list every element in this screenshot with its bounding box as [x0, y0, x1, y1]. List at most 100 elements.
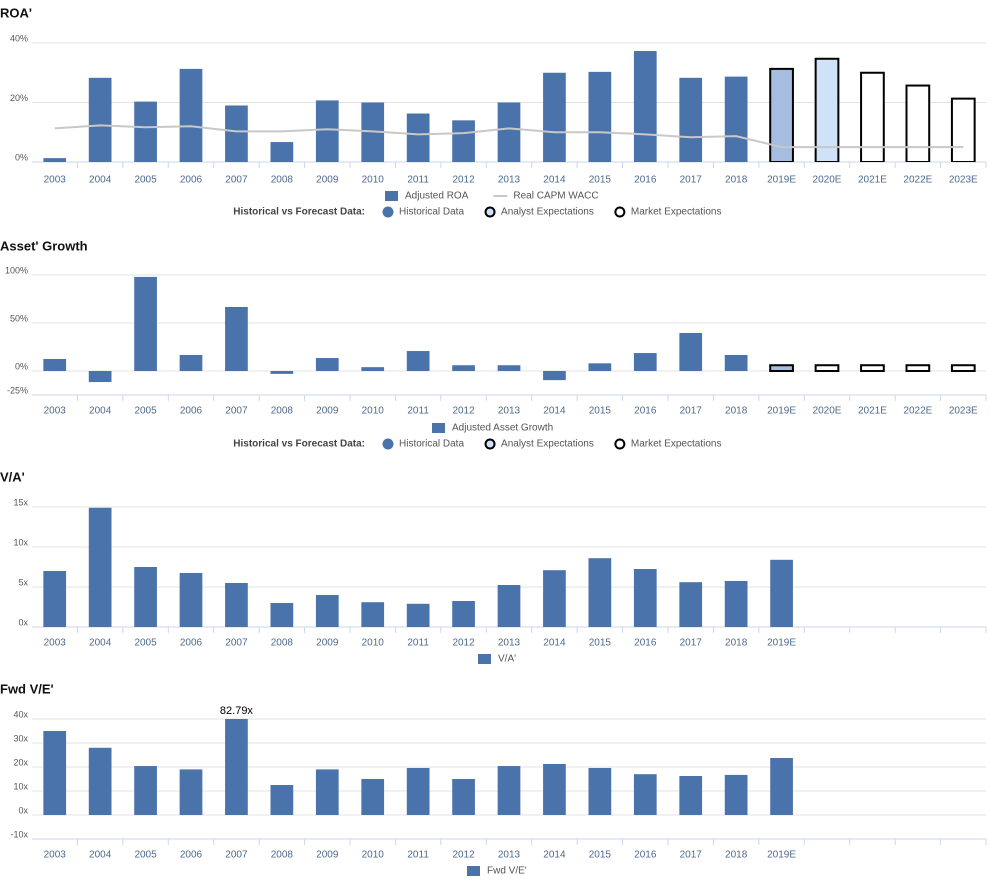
plot-area	[43, 719, 793, 815]
x-tick-label: 2004	[89, 406, 112, 417]
plot-area	[43, 276, 976, 383]
bar	[633, 353, 657, 371]
legend-marker	[382, 438, 394, 450]
bar	[134, 276, 157, 371]
bar	[315, 358, 339, 371]
x-tick-label: 2021E	[858, 406, 887, 417]
bar	[88, 77, 112, 162]
x-tick-label: 2009	[316, 175, 339, 186]
plot-area	[43, 507, 793, 627]
bar	[905, 84, 931, 162]
bar	[88, 371, 112, 383]
legend-marker	[484, 206, 496, 218]
x-tick-label: 2018	[725, 850, 748, 861]
bar	[134, 101, 157, 162]
legend-swatch	[385, 191, 398, 201]
bar	[588, 363, 612, 371]
x-tick-label: 2006	[180, 850, 203, 861]
x-tick-label: 2007	[225, 850, 248, 861]
line	[54, 124, 964, 149]
bar	[543, 371, 566, 381]
x-tick-label: 2005	[134, 850, 157, 861]
legend-marker	[382, 206, 394, 218]
bar	[770, 559, 793, 627]
x-tick-label: 2003	[44, 850, 67, 861]
legend-label: Analyst Expectations	[501, 439, 594, 450]
bar	[543, 764, 566, 815]
bar	[679, 776, 703, 815]
bar	[361, 779, 385, 815]
x-tick-label: 2013	[498, 406, 521, 417]
bar	[179, 769, 203, 815]
bar	[134, 766, 157, 815]
x-tick-label: 2015	[589, 850, 612, 861]
chart-title: V/A'	[0, 469, 25, 484]
bar	[179, 354, 203, 371]
bar	[633, 569, 657, 627]
x-tick-label: 2007	[225, 406, 248, 417]
x-tick-label: 2017	[680, 850, 703, 861]
x-tick-label: 2015	[589, 638, 612, 649]
bar	[950, 97, 976, 162]
legend-label: Market Expectations	[631, 439, 722, 450]
x-tick-label: 2007	[225, 638, 248, 649]
bar	[315, 595, 339, 627]
x-tick-label: 2019E	[767, 175, 796, 186]
y-tick-label: 0%	[15, 361, 28, 371]
x-tick-label: 2019E	[767, 638, 796, 649]
x-tick-label: 2019E	[767, 406, 796, 417]
data-label: 82.79x	[220, 705, 254, 717]
x-tick-label: 2015	[589, 406, 612, 417]
x-tick-label: 2016	[634, 406, 657, 417]
y-tick-label: -10x	[10, 829, 28, 839]
x-tick-label: 2010	[362, 638, 385, 649]
bar	[315, 769, 339, 815]
bar	[860, 71, 885, 162]
legend-marker	[484, 438, 496, 450]
bar	[814, 364, 840, 372]
bar	[315, 100, 339, 162]
y-tick-label: 20%	[10, 93, 28, 103]
x-tick-label: 2016	[634, 850, 657, 861]
bar	[406, 113, 430, 162]
bar	[406, 767, 430, 815]
x-tick-label: 2005	[134, 638, 157, 649]
bar	[724, 354, 748, 371]
legend-label: Historical Data	[399, 207, 464, 218]
legend-label: Fwd V/E'	[487, 866, 527, 877]
y-tick-label: 10x	[13, 537, 28, 547]
bar	[679, 582, 703, 627]
y-tick-label: 0x	[18, 805, 28, 815]
bar	[88, 507, 112, 627]
bar	[225, 583, 248, 627]
x-tick-label: 2023E	[949, 406, 978, 417]
bar	[452, 601, 475, 627]
bar	[588, 558, 612, 627]
legend-label: Real CAPM WACC	[513, 191, 598, 202]
chart-title: ROA'	[0, 5, 32, 20]
x-tick-label: 2012	[452, 175, 475, 186]
bar	[270, 142, 294, 162]
x-tick-label: 2016	[634, 175, 657, 186]
chart: Fwd V/E' -10x 0x 10x 20x 30x 40x 2003 2004 2005 20…	[0, 681, 987, 877]
bar	[769, 364, 794, 372]
x-tick-label: 2008	[271, 406, 294, 417]
bar	[814, 57, 840, 162]
x-tick-label: 2018	[725, 175, 748, 186]
y-tick-label: 0x	[18, 617, 28, 627]
bar	[588, 767, 612, 815]
legend-label: V/A'	[498, 654, 516, 665]
x-tick-label: 2004	[89, 175, 112, 186]
bar	[270, 785, 294, 815]
bar	[225, 719, 248, 815]
bar	[406, 603, 430, 627]
x-tick-label: 2013	[498, 638, 521, 649]
x-tick-label: 2012	[452, 850, 475, 861]
bar	[43, 158, 67, 162]
y-tick-label: 5x	[18, 577, 28, 587]
bar	[134, 567, 157, 627]
x-tick-label: 2014	[543, 175, 566, 186]
bar	[769, 67, 794, 162]
x-tick-label: 2013	[498, 850, 521, 861]
x-tick-label: 2011	[407, 850, 429, 861]
